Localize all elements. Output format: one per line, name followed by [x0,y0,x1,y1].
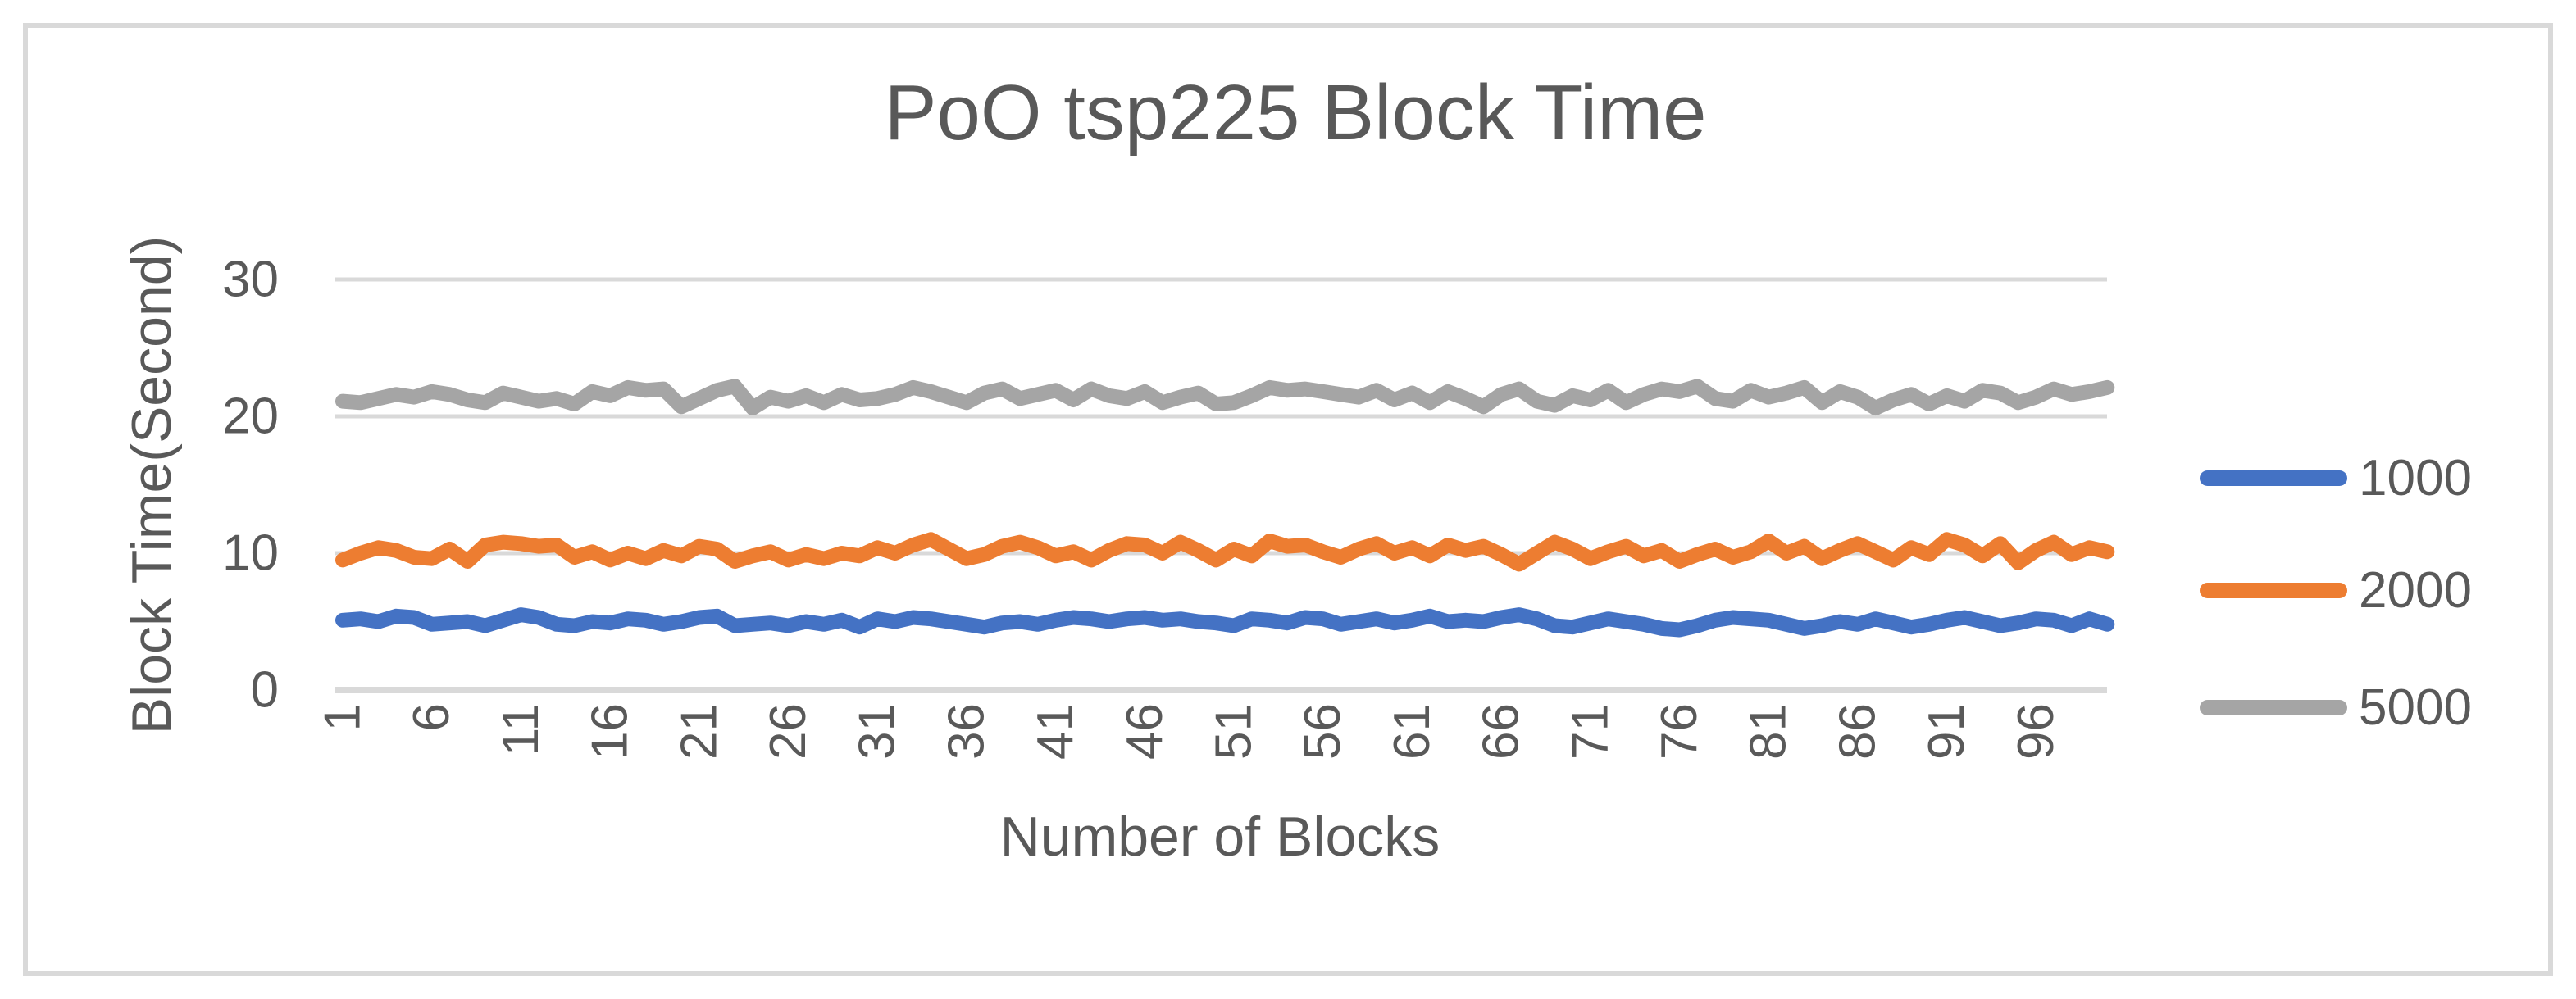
x-tick-label-11: 11 [493,703,549,756]
x-tick-label-26: 26 [760,703,817,760]
x-tick-label-56: 56 [1295,703,1351,760]
x-tick-labels: 1 6 11 16 21 26 31 36 41 46 51 56 61 66 71 76 81 86 91 96 [315,703,2064,760]
y-tick-label-0: 0 [251,662,279,719]
x-tick-label-81: 81 [1741,703,1797,760]
chart-border [23,23,2553,976]
y-tick-labels: 0 10 20 30 [222,252,279,719]
x-tick-label-66: 66 [1473,703,1530,760]
series-line-1000 [335,607,2115,638]
x-tick-label-41: 41 [1027,703,1084,760]
y-axis-title: Block Time(Second) [121,235,183,735]
x-tick-label-6: 6 [403,703,460,731]
y-tick-label-20: 20 [222,388,279,445]
y-tick-label-30: 30 [222,252,279,308]
x-tick-label-71: 71 [1562,703,1618,760]
x-tick-label-76: 76 [1651,703,1708,760]
series-line-2000 [335,532,2115,572]
series-lines [335,379,2115,638]
x-tick-label-46: 46 [1117,703,1173,760]
x-tick-label-61: 61 [1384,703,1440,760]
x-tick-label-36: 36 [938,703,994,760]
x-tick-label-1: 1 [315,703,371,731]
chart-title: PoO tsp225 Block Time [884,69,1707,157]
x-axis-title: Number of Blocks [999,806,1440,868]
x-tick-label-21: 21 [671,703,727,760]
x-tick-label-16: 16 [582,703,639,760]
x-tick-label-51: 51 [1206,703,1263,760]
series-line-5000 [335,379,2115,415]
x-tick-label-31: 31 [849,703,906,760]
y-tick-label-10: 10 [222,525,279,582]
x-tick-label-91: 91 [1918,703,1975,760]
x-tick-label-96: 96 [2008,703,2064,760]
x-tick-label-86: 86 [1829,703,1886,760]
